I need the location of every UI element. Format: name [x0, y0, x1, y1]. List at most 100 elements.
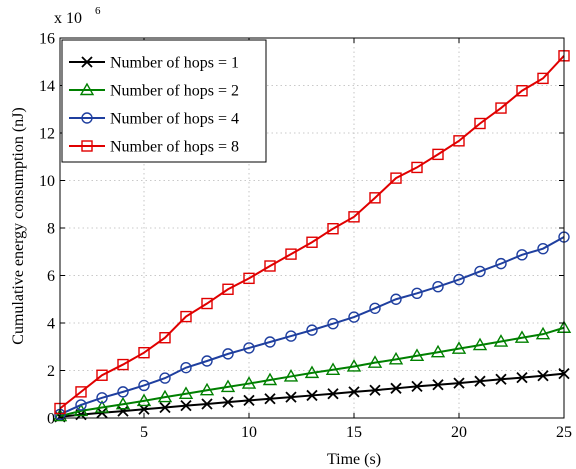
series-x — [54, 367, 570, 423]
data-point-triangle-marker — [52, 408, 68, 422]
data-point-x-marker — [348, 386, 360, 398]
series-triangle — [52, 320, 572, 422]
y-tick-label: 4 — [47, 316, 55, 333]
x-tick-label: 10 — [241, 424, 257, 441]
data-point-x-marker — [159, 401, 171, 414]
y-tick-label: 12 — [39, 126, 55, 143]
data-point-triangle-marker — [409, 348, 425, 361]
series-square — [54, 50, 570, 415]
data-point-triangle-marker — [325, 362, 341, 375]
y-tick-label: 6 — [47, 268, 55, 285]
data-point-circle-marker — [117, 386, 129, 398]
x-tick-label: 20 — [451, 424, 467, 441]
data-point-x-marker — [243, 394, 255, 407]
data-point-x-marker — [222, 396, 234, 408]
axis-ticks: 5 10 15 20 25 0 2 4 6 8 10 12 14 16 — [39, 31, 572, 442]
data-point-triangle-marker — [346, 359, 362, 372]
data-point-square-marker — [222, 283, 234, 295]
data-point-square-marker — [81, 140, 93, 152]
data-point-square-marker — [201, 297, 213, 310]
data-point-square-marker — [390, 172, 402, 184]
data-point-x-marker — [327, 388, 339, 400]
data-point-square-marker — [474, 117, 486, 130]
legend-entry: Number of hops = 1 — [69, 55, 239, 72]
data-point-circle-marker — [201, 355, 213, 367]
data-point-x-marker — [96, 407, 108, 419]
data-point-triangle-marker — [220, 379, 236, 393]
data-point-triangle-marker — [136, 393, 152, 407]
data-point-square-marker — [243, 272, 255, 285]
data-point-circle-marker — [390, 293, 402, 305]
data-point-x-marker — [81, 56, 93, 68]
data-point-x-marker — [390, 382, 402, 394]
data-point-circle-marker — [75, 399, 87, 411]
y-axis-label: Cumulative energy consumption (nJ) — [10, 107, 27, 344]
data-point-x-marker — [432, 379, 444, 391]
data-point-triangle-marker — [178, 386, 194, 399]
data-point-triangle-marker — [472, 337, 488, 351]
series-circle — [54, 231, 570, 421]
legend-label: Number of hops = 8 — [110, 139, 239, 156]
series-line — [59, 326, 565, 418]
y-tick-label: 8 — [47, 221, 55, 238]
data-point-triangle-marker — [157, 389, 173, 403]
legend-label: Number of hops = 2 — [110, 83, 239, 100]
data-point-triangle-marker — [493, 334, 509, 347]
data-point-circle-marker — [264, 336, 276, 348]
legend-entry: Number of hops = 2 — [69, 83, 239, 100]
x-tick-label: 25 — [556, 424, 572, 441]
data-point-square-marker — [537, 72, 549, 85]
data-point-square-marker — [411, 161, 423, 174]
data-point-square-marker — [285, 248, 297, 260]
data-point-x-marker — [306, 389, 318, 402]
data-point-circle-marker — [411, 287, 423, 300]
data-point-circle-marker — [516, 249, 528, 261]
data-point-triangle-marker — [79, 82, 95, 96]
scale-exponent: 6 — [95, 5, 101, 17]
legend-entry: Number of hops = 8 — [69, 139, 239, 156]
data-point-square-marker — [75, 386, 87, 398]
data-point-triangle-marker — [115, 396, 131, 410]
data-point-circle-marker — [138, 379, 150, 392]
data-point-circle-marker — [453, 273, 465, 286]
data-point-triangle-marker — [241, 376, 257, 389]
scale-label: x 10 — [54, 10, 82, 27]
y-tick-label: 2 — [47, 363, 55, 380]
x-tick-label: 15 — [346, 424, 362, 441]
data-point-triangle-marker — [535, 326, 551, 340]
data-point-circle-marker — [285, 330, 297, 342]
data-point-circle-marker — [369, 302, 381, 314]
y-tick-label: 16 — [39, 31, 55, 48]
data-point-x-marker — [264, 393, 276, 405]
data-point-circle-marker — [348, 311, 360, 323]
legend-entry: Number of hops = 4 — [69, 111, 239, 128]
data-point-triangle-marker — [94, 400, 110, 413]
data-point-triangle-marker — [199, 382, 215, 396]
data-point-triangle-marker — [73, 403, 89, 417]
data-point-square-marker — [453, 135, 465, 147]
series-line — [59, 236, 565, 416]
data-point-circle-marker — [159, 372, 171, 384]
x-tick-label: 5 — [140, 424, 148, 441]
data-point-square-marker — [96, 369, 108, 381]
data-point-circle-marker — [180, 361, 192, 374]
data-point-x-marker — [369, 384, 381, 396]
data-point-circle-marker — [222, 348, 234, 360]
data-point-square-marker — [369, 192, 381, 204]
data-point-square-marker — [306, 236, 318, 248]
data-point-circle-marker — [243, 342, 255, 354]
data-point-x-marker — [474, 375, 486, 387]
data-point-x-marker — [516, 371, 528, 384]
data-point-square-marker — [516, 85, 528, 97]
x-axis-label: Time (s) — [327, 451, 381, 468]
legend-label: Number of hops = 1 — [110, 55, 239, 72]
data-point-circle-marker — [495, 257, 507, 270]
legend-label: Number of hops = 4 — [110, 111, 239, 128]
data-point-square-marker — [159, 332, 171, 344]
series-line — [59, 55, 565, 410]
data-point-x-marker — [537, 370, 549, 382]
data-point-square-marker — [138, 346, 150, 359]
data-point-square-marker — [348, 211, 360, 223]
data-point-x-marker — [201, 398, 213, 410]
